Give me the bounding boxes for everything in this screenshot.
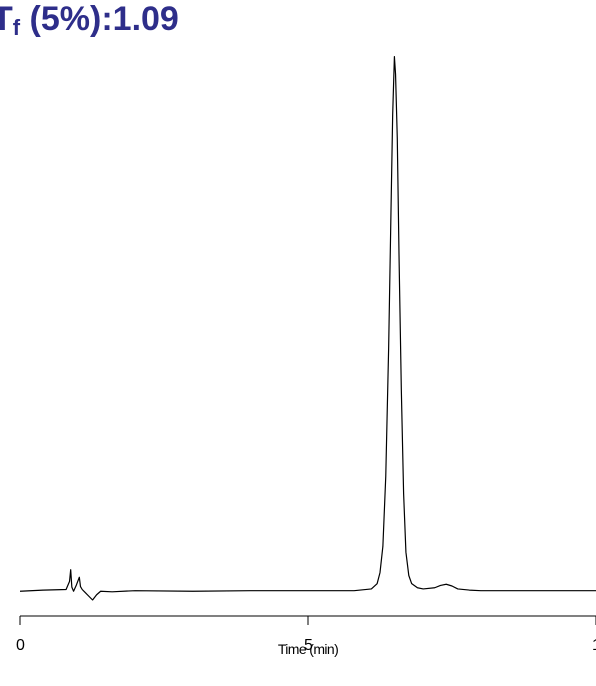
title-rest: (5%):1.09 (20, 0, 179, 38)
x-tick-label: 10 (592, 637, 596, 654)
x-axis: 0 5 10 (16, 615, 596, 654)
title-subscript: f (12, 15, 21, 40)
title-main: T (0, 0, 13, 38)
chart-title: Tf (5%):1.09 (0, 2, 179, 39)
x-tick-label: 5 (304, 637, 313, 654)
plot-area (19, 56, 596, 601)
chromatogram-trace (19, 56, 596, 601)
x-axis-title: Time (min) (278, 641, 338, 657)
x-tick-label: 0 (16, 637, 25, 654)
